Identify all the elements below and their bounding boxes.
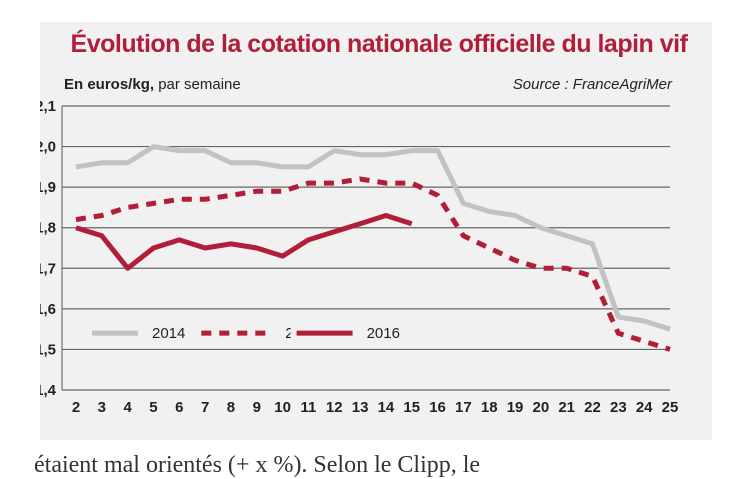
series-line-2014 <box>76 147 670 330</box>
chart-legend: 201420152016 <box>86 321 421 345</box>
x-tick-label: 14 <box>378 399 395 416</box>
series-lines <box>76 146 670 349</box>
x-tick-label: 6 <box>175 399 183 416</box>
y-tick-label: 1,6 <box>40 301 56 318</box>
series-line-2016 <box>76 216 412 269</box>
x-tick-label: 17 <box>455 399 472 416</box>
x-tick-label: 13 <box>352 399 369 416</box>
x-tick-label: 3 <box>98 399 106 416</box>
x-tick-label: 22 <box>584 399 601 416</box>
y-tick-label: 2,0 <box>40 139 56 156</box>
x-tick-label: 16 <box>429 399 446 416</box>
x-tick-label: 8 <box>227 399 235 416</box>
x-tick-label: 2 <box>72 399 80 416</box>
x-tick-label: 20 <box>533 399 550 416</box>
x-tick-label: 9 <box>253 399 261 416</box>
x-tick-label: 15 <box>403 399 420 416</box>
x-tick-label: 21 <box>558 399 575 416</box>
x-tick-label: 19 <box>507 399 524 416</box>
x-tick-label: 5 <box>149 399 157 416</box>
y-tick-label: 1,8 <box>40 220 56 237</box>
article-text-fragment: étaient mal orientés (+ x %). Selon le C… <box>34 452 480 479</box>
x-tick-label: 23 <box>610 399 627 416</box>
chart-card: Évolution de la cotation nationale offic… <box>40 22 712 440</box>
x-tick-label: 24 <box>636 399 653 416</box>
legend-label-2014: 2014 <box>152 325 185 342</box>
x-tick-label: 18 <box>481 399 498 416</box>
x-tick-label: 25 <box>662 399 679 416</box>
legend-label-2016: 2016 <box>367 325 400 342</box>
x-tick-label: 4 <box>123 399 132 416</box>
y-tick-label: 1,7 <box>40 260 56 277</box>
x-tick-label: 7 <box>201 399 209 416</box>
y-tick-label: 1,4 <box>40 382 57 399</box>
y-tick-label: 1,9 <box>40 179 56 196</box>
x-tick-label: 12 <box>326 399 343 416</box>
y-tick-label: 1,5 <box>40 341 56 358</box>
x-tick-label: 10 <box>274 399 291 416</box>
y-axis-ticks: 1,4 1,5 1,6 1,7 1,8 1,9 2,0 2,1 <box>40 98 57 399</box>
y-tick-label: 2,1 <box>40 98 56 115</box>
x-tick-label: 11 <box>301 399 317 416</box>
line-chart: 1,41,51,61,71,81,92,02,1 234567891011121… <box>40 22 712 440</box>
